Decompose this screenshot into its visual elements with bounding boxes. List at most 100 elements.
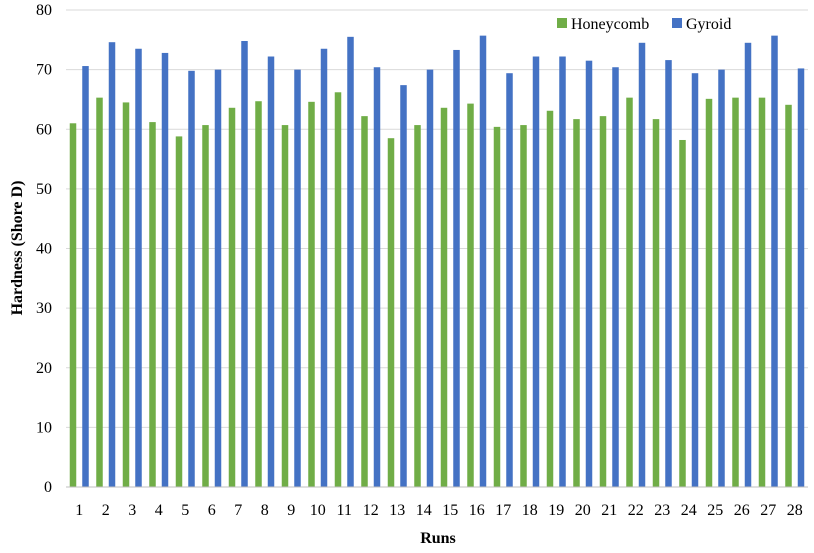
y-tick-label: 60 (36, 121, 52, 138)
bar-honeycomb-run-24 (679, 139, 686, 488)
bar-honeycomb-run-12 (361, 116, 368, 487)
x-tick-label: 19 (548, 502, 564, 519)
x-tick-label: 2 (102, 502, 110, 519)
bar-gyroid-run-14 (426, 69, 434, 487)
x-tick-label: 3 (128, 502, 136, 519)
bar-gyroid-run-15 (453, 49, 460, 487)
bar-gyroid-run-20 (585, 60, 593, 488)
x-tick-label: 6 (208, 502, 216, 519)
bar-gyroid-run-24 (691, 73, 699, 487)
x-tick-label: 10 (310, 502, 326, 519)
bar-gyroid-run-23 (665, 60, 672, 488)
bar-gyroid-run-4 (161, 52, 169, 488)
bar-gyroid-run-13 (400, 85, 407, 487)
y-tick-labels: 0 10 20 30 40 50 60 70 80 (36, 2, 52, 496)
x-tick-label: 18 (522, 502, 538, 519)
y-tick-label: 20 (36, 360, 52, 377)
bar-honeycomb-run-28 (785, 104, 792, 488)
bar-gyroid-run-25 (718, 69, 725, 487)
bar-honeycomb-run-3 (122, 102, 130, 487)
x-tick-label: 1 (75, 502, 83, 519)
x-axis-title: Runs (420, 530, 456, 547)
bar-gyroid-run-21 (612, 67, 619, 488)
bar-gyroid-run-8 (267, 56, 275, 487)
bar-honeycomb-run-4 (149, 122, 156, 487)
y-tick-label: 40 (36, 241, 52, 258)
x-tick-labels: 1 2 3 4 5 6 7 8 9 10 11 12 13 14 15 16 17 18 19 20 21 22 23 24 2… (75, 502, 803, 519)
y-axis-title: Hardness (Shore D) (9, 181, 26, 316)
y-tick-label: 80 (36, 2, 52, 19)
bar-gyroid-run-12 (373, 67, 381, 488)
bar-honeycomb-run-22 (626, 97, 633, 488)
bar-honeycomb-run-20 (573, 119, 580, 488)
x-tick-label: 17 (495, 502, 511, 519)
x-tick-label: 16 (469, 502, 485, 519)
y-tick-label: 50 (36, 181, 52, 198)
x-tick-label: 21 (601, 502, 617, 519)
x-tick-label: 12 (363, 502, 379, 519)
x-tick-label: 13 (389, 502, 405, 519)
x-tick-label: 11 (337, 502, 352, 519)
x-tick-label: 15 (442, 502, 458, 519)
bar-honeycomb-run-6 (202, 125, 209, 488)
bar-honeycomb-run-21 (599, 116, 607, 487)
bar-gyroid-run-22 (638, 42, 646, 487)
x-tick-label: 25 (707, 502, 723, 519)
x-tick-label: 22 (628, 502, 644, 519)
x-tick-label: 7 (234, 502, 242, 519)
legend-swatch-gyroid (672, 18, 682, 28)
y-tick-label: 10 (36, 419, 52, 436)
bar-honeycomb-run-14 (414, 125, 421, 488)
bar-gyroid-run-16 (479, 35, 487, 488)
bars (69, 35, 805, 488)
bar-honeycomb-run-10 (308, 101, 315, 487)
bar-gyroid-run-27 (771, 35, 778, 488)
x-tick-label: 4 (155, 502, 163, 519)
x-tick-label: 23 (654, 502, 670, 519)
bar-gyroid-run-17 (506, 73, 513, 487)
y-tick-label: 70 (36, 62, 52, 79)
bar-honeycomb-run-17 (493, 126, 501, 488)
y-tick-label: 30 (36, 300, 52, 317)
bar-gyroid-run-10 (320, 48, 328, 487)
legend-swatch-honeycomb (557, 18, 567, 28)
bar-gyroid-run-28 (797, 68, 805, 488)
bar-honeycomb-run-13 (387, 138, 395, 487)
bar-honeycomb-run-26 (732, 97, 739, 488)
bar-honeycomb-run-9 (281, 125, 289, 488)
bar-gyroid-run-26 (744, 42, 752, 487)
x-tick-label: 20 (575, 502, 591, 519)
legend: Honeycomb Gyroid (557, 16, 731, 33)
x-tick-label: 9 (287, 502, 295, 519)
bar-honeycomb-run-19 (546, 110, 554, 488)
bar-gyroid-run-1 (82, 66, 89, 488)
bar-gyroid-run-18 (532, 56, 540, 487)
y-tick-label: 0 (44, 479, 52, 496)
bar-honeycomb-run-25 (705, 98, 713, 487)
bar-honeycomb-run-7 (228, 107, 236, 487)
bar-honeycomb-run-16 (467, 103, 474, 487)
bar-honeycomb-run-5 (175, 136, 183, 487)
bar-honeycomb-run-23 (652, 119, 660, 488)
bar-gyroid-run-5 (188, 70, 195, 487)
x-tick-label: 8 (261, 502, 269, 519)
legend-label-honeycomb: Honeycomb (571, 16, 649, 33)
bar-honeycomb-run-11 (334, 92, 342, 487)
x-tick-label: 14 (416, 502, 432, 519)
bar-gyroid-run-19 (559, 56, 566, 487)
bar-honeycomb-run-27 (758, 97, 766, 488)
x-tick-label: 5 (181, 502, 189, 519)
bar-gyroid-run-3 (135, 48, 142, 487)
bar-gyroid-run-6 (214, 69, 222, 487)
bar-honeycomb-run-1 (69, 123, 77, 487)
legend-label-gyroid: Gyroid (686, 16, 731, 33)
x-tick-label: 24 (681, 502, 697, 519)
x-tick-label: 28 (787, 502, 803, 519)
bar-gyroid-run-11 (347, 36, 354, 488)
bar-gyroid-run-2 (108, 42, 116, 487)
x-tick-label: 26 (734, 502, 750, 519)
bar-honeycomb-run-18 (520, 125, 527, 488)
x-tick-label: 27 (760, 502, 776, 519)
bar-gyroid-run-7 (241, 41, 248, 487)
